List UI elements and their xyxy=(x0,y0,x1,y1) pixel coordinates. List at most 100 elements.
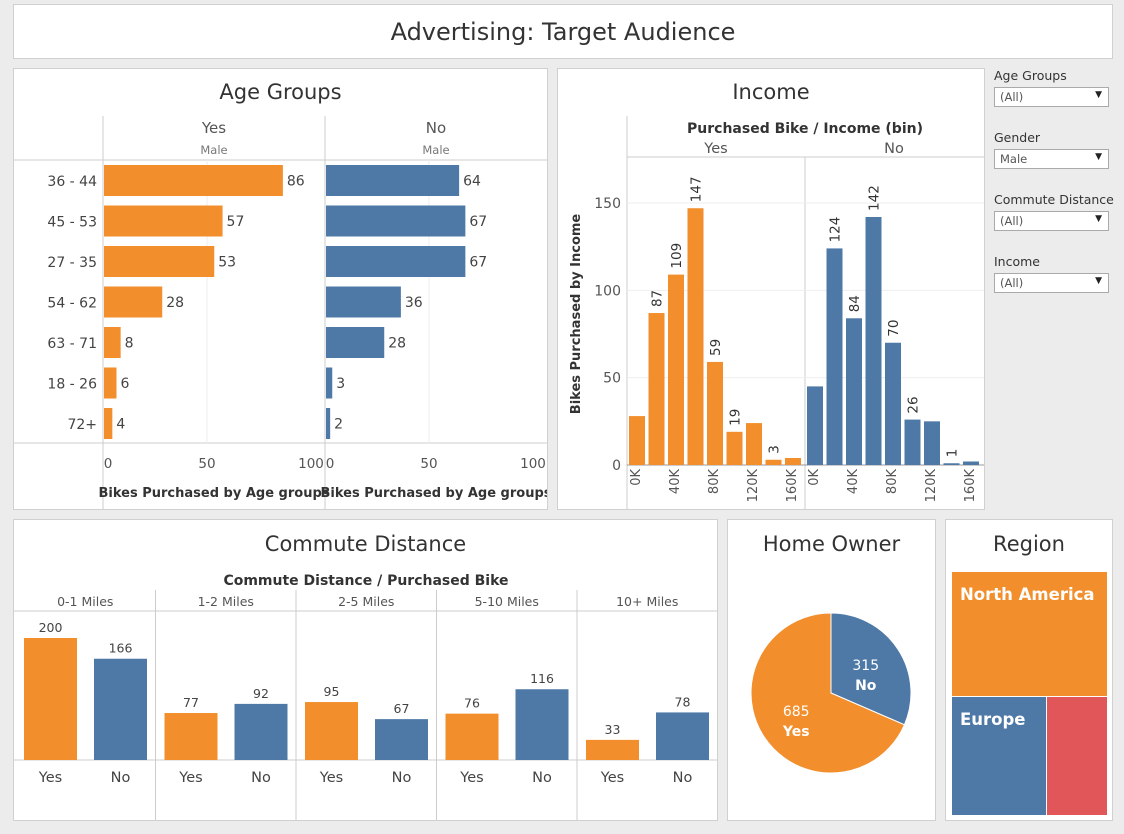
bar xyxy=(586,739,639,760)
x-tick-label: 80K xyxy=(707,469,722,495)
x-tick-label: 160K xyxy=(963,469,978,503)
bar xyxy=(515,689,569,760)
data-label: 92 xyxy=(253,686,269,701)
pane-header: 1-2 Miles xyxy=(198,594,254,609)
bar xyxy=(104,205,223,237)
data-label: 28 xyxy=(388,336,406,352)
x-tick-label: 0K xyxy=(807,469,822,486)
bar xyxy=(164,713,218,760)
bar xyxy=(629,416,645,465)
category-label: 72+ xyxy=(67,417,97,433)
dropdown-value: (All) xyxy=(1000,214,1024,228)
x-tick-label: 40K xyxy=(668,469,683,495)
bar xyxy=(865,216,882,465)
chevron-down-icon: ▼ xyxy=(1095,214,1102,224)
cell-label: Europe xyxy=(960,710,1026,729)
tick-label: 50 xyxy=(198,456,215,472)
bar xyxy=(24,638,77,760)
bar xyxy=(668,274,684,465)
x-tick-label: 120K xyxy=(924,469,939,503)
y-tick-label: 100 xyxy=(594,283,621,299)
bar xyxy=(326,327,385,358)
data-label: 36 xyxy=(405,295,423,311)
region-treemap: North America Europe xyxy=(952,572,1107,815)
chevron-down-icon: ▼ xyxy=(1095,90,1102,100)
filter-label: Income xyxy=(994,254,1040,269)
pane-header: 10+ Miles xyxy=(616,594,678,609)
data-label: 3 xyxy=(336,376,345,392)
bar xyxy=(924,421,940,465)
income-panel: Income Purchased Bike / Income (bin) 0 50 1… xyxy=(557,68,985,510)
chart-title: Commute Distance / Purchased Bike xyxy=(223,573,508,589)
pane-subheader: Male xyxy=(200,143,227,157)
data-label: 4 xyxy=(116,417,125,433)
tick-label: 100 xyxy=(520,456,546,472)
filter-age-groups: Age Groups (All) ▼ xyxy=(994,68,1114,107)
commute-distance-dropdown[interactable]: (All) ▼ xyxy=(994,211,1109,231)
commute-distance-chart: Commute Distance / Purchased Bike 0-1 Mil… xyxy=(14,573,717,820)
bar xyxy=(104,286,163,318)
filter-commute-distance: Commute Distance (All) ▼ xyxy=(994,192,1114,231)
filter-income: Income (All) ▼ xyxy=(994,254,1114,293)
axis-title: Bikes Purchased by Age groups xyxy=(98,486,329,501)
bar xyxy=(943,463,960,465)
data-label: 116 xyxy=(530,671,554,686)
y-tick-label: 0 xyxy=(612,458,621,474)
bar xyxy=(707,361,723,465)
category-label: 54 - 62 xyxy=(47,296,97,312)
filter-label: Age Groups xyxy=(994,68,1067,83)
axis-title: Bikes Purchased by Age groups xyxy=(320,486,547,501)
bar xyxy=(326,205,466,237)
income-dropdown[interactable]: (All) ▼ xyxy=(994,273,1109,293)
data-label: 8 xyxy=(125,336,134,352)
bar xyxy=(94,658,147,760)
filter-label: Gender xyxy=(994,130,1041,145)
y-tick-label: 150 xyxy=(594,196,621,212)
category-label: 36 - 44 xyxy=(47,174,97,190)
x-tick-label: Yes xyxy=(178,770,202,786)
data-label: 53 xyxy=(218,255,236,271)
slice-label: No xyxy=(855,678,877,694)
x-tick-label: 120K xyxy=(746,469,761,503)
income-chart: Purchased Bike / Income (bin) 0 50 100 150 Bi… xyxy=(569,116,984,509)
commute-distance-panel: Commute Distance Commute Distance / Purc… xyxy=(13,519,718,821)
bar xyxy=(963,461,979,465)
home-owner-panel: Home Owner 315 No 685 Yes xyxy=(727,519,936,821)
cell-label: North America xyxy=(960,585,1095,604)
pane-header: Yes xyxy=(201,119,226,137)
age-groups-dropdown[interactable]: (All) ▼ xyxy=(994,87,1109,107)
pane-subheader: Male xyxy=(422,143,449,157)
bar xyxy=(826,248,843,465)
data-label: 84 xyxy=(847,295,863,312)
x-tick-label: No xyxy=(251,770,271,786)
category-label: 27 - 35 xyxy=(47,255,97,271)
data-label: 26 xyxy=(906,396,922,413)
x-tick-label: No xyxy=(532,770,552,786)
bar xyxy=(305,702,358,760)
pie-slice xyxy=(830,612,912,726)
bar xyxy=(846,318,862,465)
data-label: 67 xyxy=(469,255,487,271)
filter-gender: Gender Male ▼ xyxy=(994,130,1114,169)
bar xyxy=(726,431,743,465)
chevron-down-icon: ▼ xyxy=(1095,152,1102,162)
age-groups-panel: Age Groups Yes Male 86 57 53 28 8 6 4 0 50 100 Bikes… xyxy=(13,68,548,510)
category-label: 45 - 53 xyxy=(47,215,97,231)
pane-header: 5-10 Miles xyxy=(475,594,539,609)
treemap-cell xyxy=(1047,697,1107,815)
bar xyxy=(785,458,801,465)
bar xyxy=(104,408,113,439)
bar xyxy=(104,165,283,196)
data-label: 67 xyxy=(394,701,410,716)
data-label: 1 xyxy=(945,449,961,458)
bar xyxy=(656,712,709,760)
slice-label: Yes xyxy=(782,724,810,740)
data-label: 59 xyxy=(708,339,724,356)
pane-header: No xyxy=(426,119,446,137)
bar xyxy=(326,408,331,439)
bar xyxy=(234,703,288,760)
gender-dropdown[interactable]: Male ▼ xyxy=(994,149,1109,169)
slice-value: 685 xyxy=(783,704,810,720)
bar xyxy=(326,165,460,196)
